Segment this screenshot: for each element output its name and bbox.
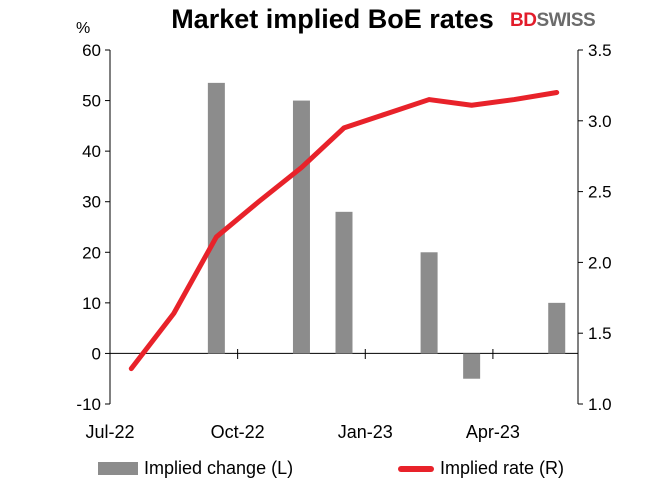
logo-part-bd: BD [510,10,537,31]
x-axis-tick-label: Jul-22 [85,422,134,442]
legend-item-bars: Implied change (L) [98,458,293,479]
left-axis-tick-label: 60 [82,41,101,60]
right-axis-tick-label: 1.0 [588,395,612,414]
legend-item-line: Implied rate (R) [398,458,564,479]
left-axis-tick-label: 20 [82,243,101,262]
bar-implied-change [548,302,566,354]
x-axis-tick-label: Jan-23 [338,422,393,442]
x-axis-tick-label: Oct-22 [211,422,265,442]
right-axis-tick-label: 2.0 [588,253,612,272]
legend-label-bars: Implied change (L) [144,458,294,478]
left-axis-tick-label: 10 [82,294,101,313]
legend-swatch-bar [98,462,138,475]
right-axis-tick-label: 1.5 [588,324,612,343]
bar-implied-change [420,252,438,354]
x-axis-tick-label: Apr-23 [466,422,520,442]
logo-part-swiss: SWISS [536,10,596,31]
left-axis-tick-label: 50 [82,92,101,111]
brand-logo: BDSWISS [510,10,596,32]
legend-label-line: Implied rate (R) [440,458,565,478]
left-axis-tick-label: 40 [82,142,101,161]
bar-implied-change [463,353,481,379]
bar-implied-change [335,211,353,354]
legend-swatch-line [398,465,434,472]
left-axis-tick-label: -10 [76,395,101,414]
right-axis-tick-label: 2.5 [588,183,612,202]
left-axis-tick-label: 30 [82,193,101,212]
right-axis-tick-label: 3.0 [588,112,612,131]
bar-implied-change [292,100,310,354]
left-axis-tick-label: 0 [92,344,101,363]
bar-implied-change [207,82,225,354]
right-axis-tick-label: 3.5 [588,41,612,60]
chart-title: Market implied BoE rates [171,4,494,34]
left-axis-unit: % [76,20,91,37]
